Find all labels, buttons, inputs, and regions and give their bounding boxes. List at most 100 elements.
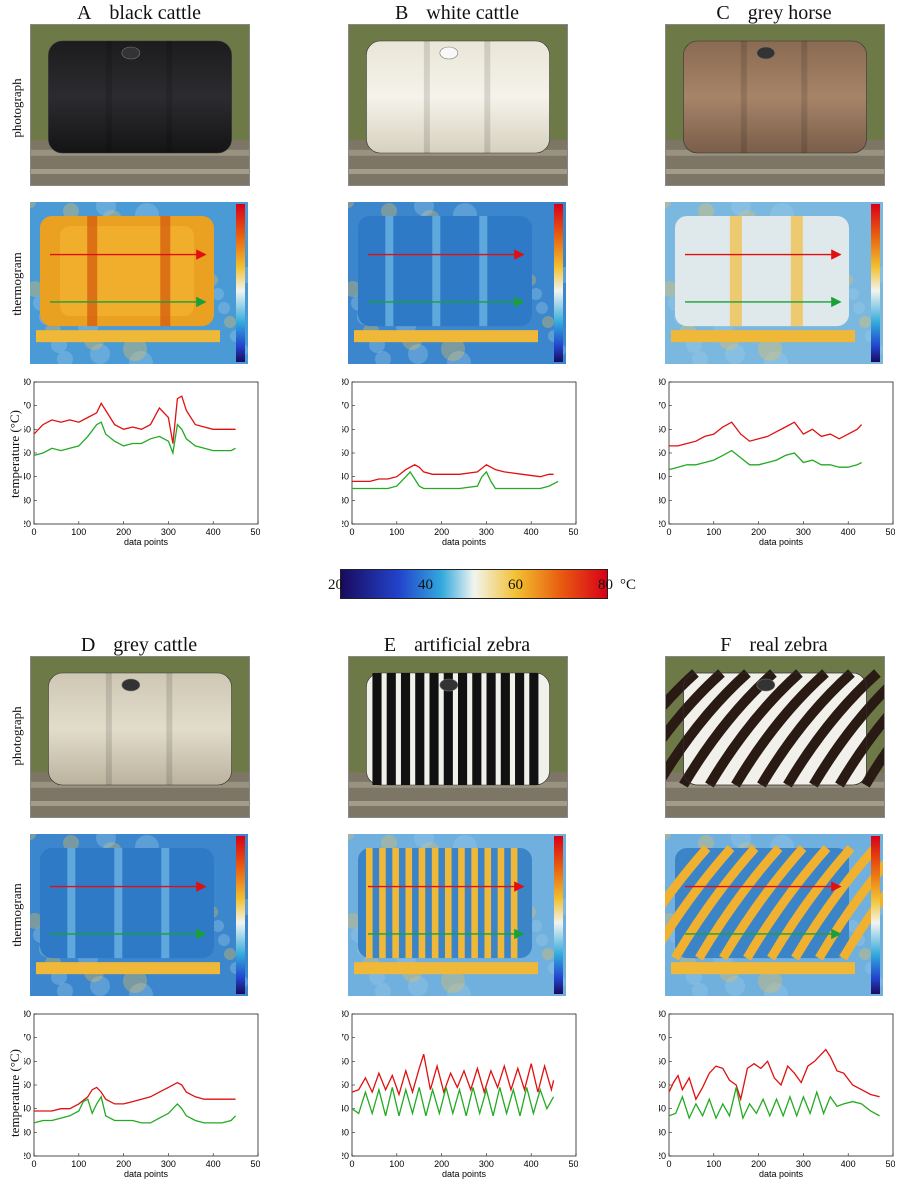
- y-tick-label: 40: [342, 472, 349, 482]
- x-tick-label: 100: [71, 1159, 86, 1169]
- y-tick-label: 20: [24, 519, 31, 529]
- x-tick-label: 400: [841, 1159, 856, 1169]
- row-label-photograph-top: photograph: [9, 78, 24, 138]
- x-tick-label: 300: [796, 1159, 811, 1169]
- drum-body: [366, 40, 550, 154]
- plot-frame: [668, 381, 894, 525]
- y-tick-label: 20: [659, 1151, 666, 1161]
- y-tick-label: 60: [24, 424, 31, 434]
- y-tick-label: 70: [659, 401, 666, 411]
- y-tick-label: 70: [24, 1033, 31, 1043]
- temperature-plot-c: 20 30 40 50 60 70 80 0 100 200 300 400 500 data point…: [656, 376, 900, 548]
- temperature-plot-b: 20 30 40 50 60 70 80 0 100 200 300 400 500 data point…: [339, 376, 584, 548]
- x-tick-label: 400: [841, 527, 856, 537]
- y-tick-label: 80: [24, 377, 31, 387]
- x-tick-label: 500: [885, 1159, 895, 1169]
- y-tick-label: 80: [659, 377, 666, 387]
- x-tick-label: 200: [434, 1159, 449, 1169]
- x-axis-label: data points: [442, 537, 487, 547]
- x-tick-label: 0: [666, 527, 671, 537]
- x-tick-label: 300: [161, 1159, 176, 1169]
- x-axis-label: data points: [759, 537, 804, 547]
- x-tick-label: 400: [206, 1159, 221, 1169]
- plot-frame: [351, 381, 577, 525]
- y-tick-label: 80: [342, 1009, 349, 1019]
- thermogram-d: [30, 834, 248, 996]
- photograph-d: [30, 656, 250, 818]
- series-line-lower: [668, 1087, 880, 1121]
- y-tick-label: 70: [342, 1033, 349, 1043]
- series-line-upper: [352, 464, 554, 483]
- row-label-photograph-bottom: photograph: [9, 706, 24, 766]
- panel-name: artificial zebra: [414, 634, 531, 656]
- drum-body: [48, 672, 232, 786]
- colorbar-label-20: 20: [328, 577, 343, 593]
- y-tick-label: 20: [24, 1151, 31, 1161]
- photograph-b: [348, 24, 568, 186]
- panel-name: grey cattle: [113, 634, 198, 656]
- x-tick-label: 300: [796, 527, 811, 537]
- y-tick-label: 40: [659, 1104, 666, 1114]
- thermogram-e: [348, 834, 566, 996]
- x-tick-label: 0: [349, 1159, 354, 1169]
- thermogram-a: [30, 202, 248, 364]
- colorbar: 20 40 60 80 °C: [328, 569, 636, 599]
- panel-letter: C: [716, 2, 730, 24]
- series-line-lower: [33, 421, 236, 457]
- series-line-lower: [352, 470, 559, 490]
- panel-name: real zebra: [749, 634, 828, 656]
- series-line-upper: [669, 421, 863, 447]
- x-tick-label: 200: [116, 527, 131, 537]
- y-tick-label: 70: [342, 401, 349, 411]
- x-tick-label: 300: [479, 527, 494, 537]
- panel-letter: D: [80, 634, 96, 656]
- panel-name: black cattle: [109, 2, 202, 24]
- x-tick-label: 200: [116, 1159, 131, 1169]
- y-tick-label: 60: [342, 424, 349, 434]
- plot-frame: [33, 1013, 259, 1157]
- x-tick-label: 500: [885, 527, 895, 537]
- x-tick-label: 500: [568, 1159, 578, 1169]
- x-tick-label: 100: [389, 527, 404, 537]
- y-tick-label: 50: [659, 1080, 666, 1090]
- x-tick-label: 200: [751, 1159, 766, 1169]
- series-line-lower: [33, 1095, 237, 1124]
- y-tick-label: 40: [24, 1104, 31, 1114]
- row-label-thermogram-top: thermogram: [9, 252, 24, 316]
- temperature-plot-e: 20 30 40 50 60 70 80 0 100 200 300 400 500 data point…: [339, 1008, 584, 1180]
- x-tick-label: 0: [666, 1159, 671, 1169]
- y-tick-label: 30: [659, 1127, 666, 1137]
- series-line-upper: [351, 1054, 555, 1097]
- colorbar-label-40: 40: [418, 577, 433, 593]
- x-tick-label: 500: [568, 527, 578, 537]
- thermogram-b: [348, 202, 566, 364]
- x-tick-label: 100: [706, 1159, 721, 1169]
- x-axis-label: data points: [759, 1169, 804, 1179]
- panel-letter: E: [383, 634, 397, 656]
- y-tick-label: 30: [342, 1127, 349, 1137]
- drum-body: [683, 40, 867, 154]
- panel-name: grey horse: [747, 2, 832, 24]
- y-tick-label: 60: [659, 424, 666, 434]
- y-tick-label: 50: [24, 448, 31, 458]
- plot-frame: [33, 381, 259, 525]
- panel-letter: A: [76, 2, 92, 24]
- y-tick-label: 30: [24, 495, 31, 505]
- y-tick-label: 40: [659, 472, 666, 482]
- temperature-plot-a: 20 30 40 50 60 70 80 0 100 200 300 400 500 data point…: [21, 376, 266, 548]
- colorbar-unit: °C: [620, 577, 637, 593]
- y-tick-label: 20: [659, 519, 666, 529]
- x-tick-label: 300: [479, 1159, 494, 1169]
- y-tick-label: 50: [659, 448, 666, 458]
- x-tick-label: 0: [31, 1159, 36, 1169]
- thermogram-f: [665, 834, 883, 996]
- x-tick-label: 0: [349, 527, 354, 537]
- temperature-plot-f: 20 30 40 50 60 70 80 0 100 200 300 400 500 data point…: [656, 1008, 900, 1180]
- series-line-upper: [668, 1048, 880, 1102]
- y-tick-label: 40: [24, 472, 31, 482]
- y-tick-label: 50: [342, 1080, 349, 1090]
- y-tick-label: 50: [342, 448, 349, 458]
- panel-name: white cattle: [426, 2, 520, 24]
